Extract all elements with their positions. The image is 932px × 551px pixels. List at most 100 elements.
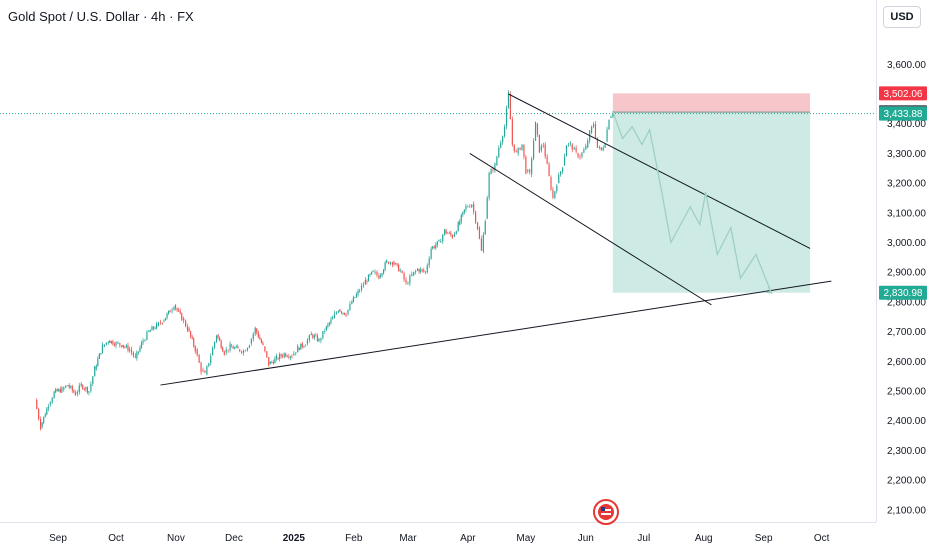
candle-body (275, 355, 278, 359)
candle-body (70, 386, 72, 388)
candle-body (122, 344, 124, 347)
tradingview-flag-icon[interactable] (591, 497, 621, 527)
candle-body (38, 408, 40, 420)
candle-body (369, 274, 371, 276)
candle-body (496, 156, 498, 166)
candle-body (471, 204, 473, 208)
candle-body (82, 385, 84, 389)
candle-body (500, 142, 502, 148)
candle-body (163, 320, 165, 322)
currency-button[interactable]: USD (883, 6, 921, 28)
candle-body (364, 280, 366, 285)
candle-body (190, 331, 192, 337)
candle-body (560, 171, 562, 175)
candle-body (179, 310, 181, 314)
candle-body (421, 269, 423, 271)
candle-body (492, 169, 494, 171)
candle-body (239, 349, 241, 352)
candle-body (152, 326, 155, 329)
candle-body (507, 92, 510, 109)
candle-body (125, 345, 128, 348)
candle-body (268, 356, 270, 366)
candle-body (259, 337, 261, 340)
candle-body (67, 385, 69, 387)
candle-body (523, 144, 525, 157)
candle-body (486, 197, 488, 219)
candle-body (313, 335, 315, 338)
stop-loss-zone (612, 93, 811, 113)
candle-body (304, 345, 307, 347)
candle-body (243, 350, 245, 353)
x-tick-label: Jul (637, 533, 650, 544)
candle-body (61, 387, 63, 393)
candle-body (306, 340, 308, 344)
candle-body (544, 144, 546, 157)
candle-body (252, 333, 254, 339)
candle-body (244, 350, 247, 352)
candle-body (376, 271, 378, 276)
candle-body (295, 352, 297, 354)
candle-body (286, 356, 288, 358)
candle-body (478, 227, 481, 239)
candle-body (157, 322, 160, 326)
candle-body (579, 156, 581, 158)
candle-body (382, 269, 385, 274)
y-tick-label: 2,200.00 (887, 476, 926, 487)
candle-body (349, 304, 351, 310)
candle-body (88, 391, 90, 393)
candle-body (420, 269, 422, 272)
candle-body (41, 422, 43, 427)
candle-body (490, 169, 492, 175)
candle-body (384, 262, 386, 270)
candle-body (200, 362, 202, 373)
candle-body (124, 346, 126, 348)
candle-body (330, 319, 332, 323)
candle-body (36, 399, 38, 409)
y-tick-label: 3,100.00 (887, 208, 926, 219)
candle-body (136, 352, 138, 359)
candle-body (105, 342, 107, 345)
candle-body (269, 361, 271, 365)
current-price-tag: 3,433.88 (884, 109, 923, 120)
candle-body (513, 144, 515, 152)
candle-body (248, 345, 250, 348)
candle-body (161, 323, 163, 324)
candle-body (110, 341, 112, 344)
candle-body (504, 126, 506, 137)
candle-body (394, 263, 397, 265)
candle-body (298, 347, 300, 350)
candle-body (94, 366, 96, 377)
candle-body (571, 144, 573, 150)
target-price-tag-bg (879, 285, 927, 300)
candle-body (509, 94, 511, 120)
candle-body (451, 235, 453, 238)
candle-body (167, 310, 170, 314)
candle-body (457, 222, 459, 232)
candle-body (169, 310, 171, 313)
candle-body (282, 356, 284, 357)
candle-body (473, 203, 475, 212)
candle-body (494, 163, 496, 171)
candle-body (280, 354, 282, 357)
time-axis[interactable] (0, 522, 876, 551)
candle-body (435, 245, 437, 248)
candle-body (440, 241, 442, 243)
price-axis[interactable] (876, 0, 932, 522)
candle-body (44, 414, 46, 417)
candle-body (594, 123, 597, 138)
candle-body (76, 392, 78, 394)
candle-body (325, 326, 327, 331)
candle-body (587, 140, 589, 148)
candle-body (432, 246, 434, 249)
candle-body (455, 231, 457, 234)
candle-body (581, 152, 583, 157)
candle-body (328, 322, 331, 325)
candle-body (301, 343, 303, 347)
candle-body (536, 123, 539, 135)
candle-body (351, 301, 353, 305)
candle-body (149, 330, 152, 332)
channel-upper-line (508, 93, 811, 249)
candle-body (343, 312, 346, 315)
candle-body (315, 335, 317, 337)
